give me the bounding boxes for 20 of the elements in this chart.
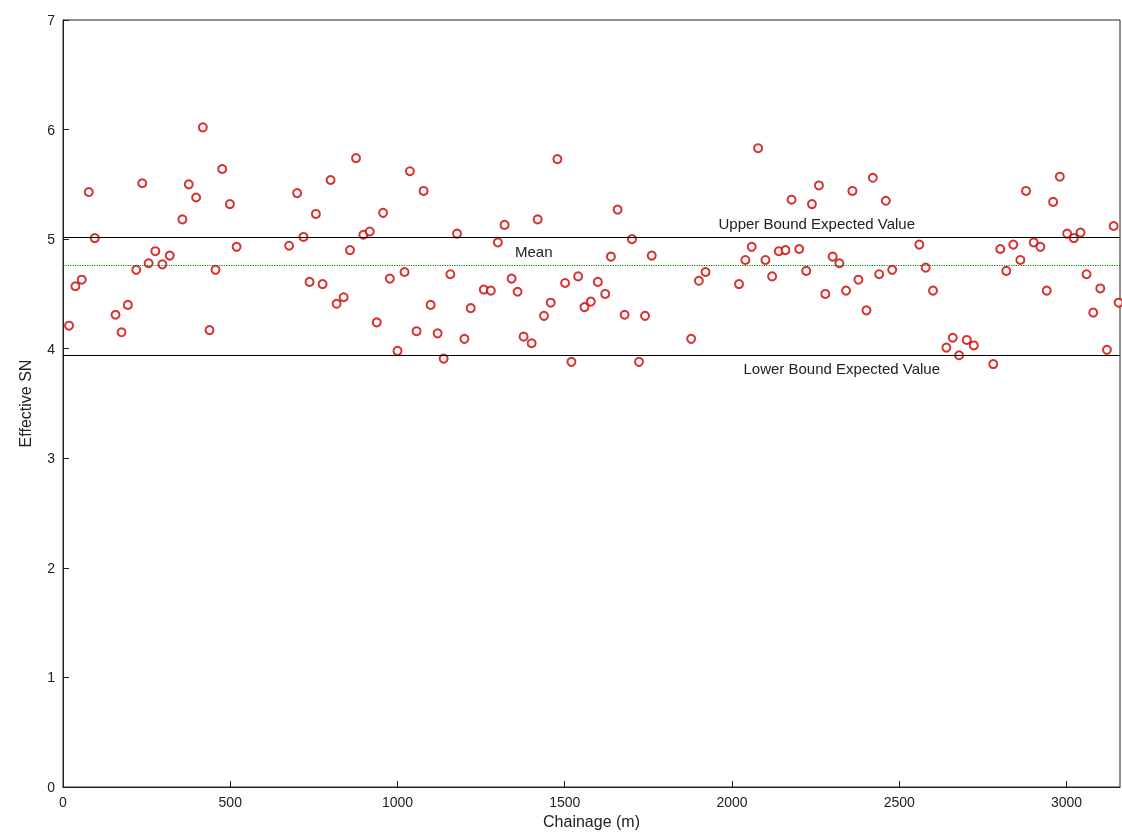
y-tick-label: 5 [47, 231, 56, 248]
ref-line-label: Upper Bound Expected Value [718, 214, 915, 232]
x-tick-label: 0 [59, 794, 68, 810]
ref-line-label: Mean [515, 243, 553, 261]
y-tick-label: 7 [47, 12, 56, 28]
x-tick-label: 3000 [1050, 794, 1083, 810]
x-tick-label: 2500 [883, 794, 916, 810]
y-tick-label: 4 [47, 340, 56, 357]
y-tick-label: 3 [47, 450, 56, 467]
y-tick-label: 2 [47, 559, 56, 576]
y-tick-label: 6 [47, 121, 56, 138]
x-tick-label: 1500 [549, 794, 581, 810]
x-tick-label: 500 [218, 794, 243, 810]
x-tick-label: 1000 [381, 794, 414, 810]
ref-line-label: Lower Bound Expected Value [743, 360, 940, 378]
x-axis-title: Chainage (m) [543, 813, 640, 831]
y-tick-label: 1 [47, 669, 56, 686]
y-axis-title: Effective SN [16, 359, 34, 448]
x-tick-label: 2000 [716, 794, 748, 810]
y-tick-label: 0 [47, 779, 56, 795]
